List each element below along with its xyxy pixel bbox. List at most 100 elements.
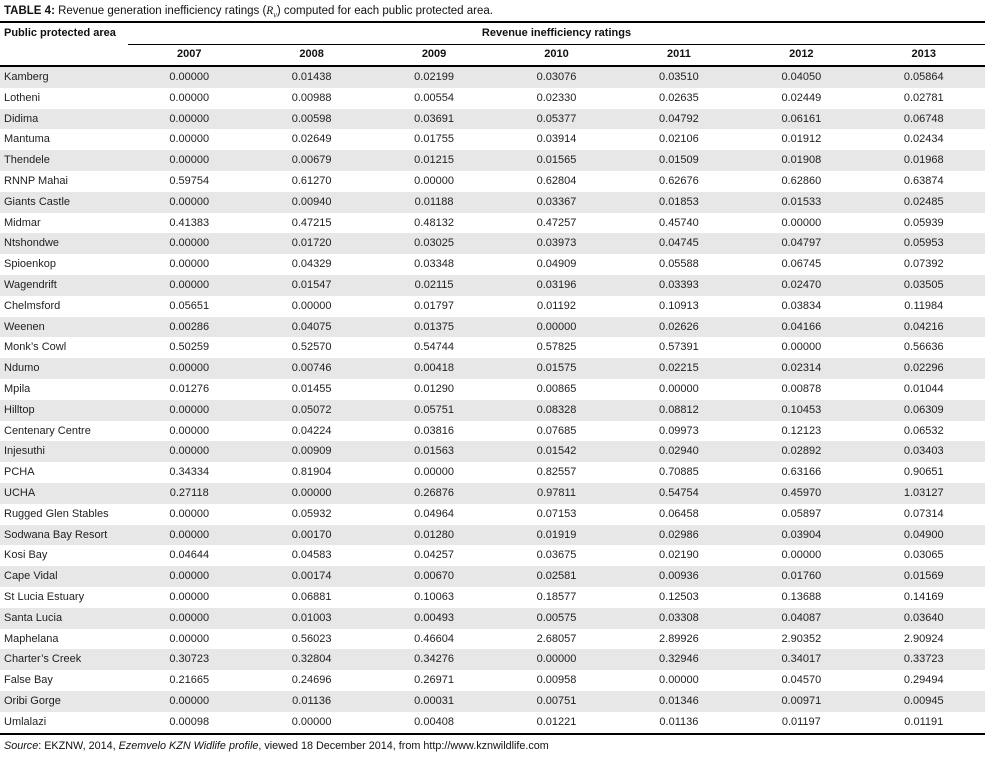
rating-value-cell: 0.05953	[903, 237, 944, 250]
rating-value-cell: 0.04745	[659, 237, 699, 250]
rating-value-cell: 0.00945	[903, 694, 944, 707]
rating-value-cell: 0.01542	[536, 445, 577, 458]
rating-value-cell: 0.01136	[292, 694, 332, 707]
year-column-header: 2009	[372, 44, 496, 67]
rating-value-cell: 0.97811	[537, 486, 576, 499]
rating-value-cell: 0.00958	[536, 674, 577, 687]
rating-value-cell: 0.05864	[903, 71, 944, 83]
rating-value-cell: 0.05651	[169, 299, 210, 312]
rating-value-cell: 0.01290	[414, 382, 454, 395]
table-caption-text-after: ) computed for each public protected are…	[276, 5, 493, 17]
rating-value-cell: 0.26971	[414, 674, 454, 687]
rating-value-cell: 0.03834	[781, 299, 822, 312]
rating-value-cell: 0.04797	[781, 237, 822, 250]
area-name-cell: RNNP Mahai	[4, 174, 68, 187]
rating-value-cell: 0.59754	[169, 174, 210, 187]
rating-value-cell: 0.24696	[291, 674, 332, 687]
rating-value-cell: 0.00679	[291, 154, 332, 167]
rating-value-cell: 0.05897	[781, 507, 822, 520]
rating-value-cell: 0.52570	[291, 341, 332, 354]
area-name-cell: Kosi Bay	[4, 549, 48, 562]
area-name-cell: Cape Vidal	[4, 570, 58, 583]
rating-value-cell: 0.04900	[903, 528, 944, 541]
rating-value-cell: 0.01438	[291, 71, 332, 83]
area-name-cell: Ndumo	[4, 362, 40, 375]
rating-value-cell: 0.18577	[536, 590, 577, 603]
rating-value-cell: 0.03403	[903, 445, 944, 458]
table-row: False Bay 0.21665 0.24696 0.26971 0.00958 0.0…	[0, 670, 985, 691]
rating-value-cell: 0.00000	[169, 590, 210, 603]
rating-value-cell: 0.04964	[414, 507, 454, 520]
rating-value-cell: 0.50259	[169, 341, 210, 354]
rating-value-cell: 0.02434	[903, 133, 944, 146]
rating-value-cell: 0.00000	[169, 195, 210, 208]
rating-value-cell: 0.56023	[291, 632, 332, 645]
table-row: Kosi Bay 0.04644 0.04583 0.04257 0.03675 0.02…	[0, 545, 985, 566]
rating-value-cell: 0.00971	[781, 694, 822, 707]
rating-value-cell: 0.02190	[659, 549, 699, 562]
rating-value-cell: 0.02215	[659, 362, 699, 375]
rating-value-cell: 0.01509	[659, 154, 699, 167]
rating-value-cell: 0.01565	[536, 154, 577, 167]
rating-value-cell: 0.00174	[291, 570, 332, 583]
rating-value-cell: 0.01797	[414, 299, 454, 312]
rating-value-cell: 2.89926	[659, 632, 699, 645]
years-header-row: 2007 2008 2009 2010 2011 2012 2013	[0, 44, 985, 67]
table-row: Hilltop 0.00000 0.05072 0.05751 0.08328 0.088…	[0, 399, 985, 421]
rating-value-cell: 0.01221	[536, 715, 577, 728]
rating-value-cell: 0.01188	[414, 195, 454, 208]
table-row: Mantuma 0.00000 0.02649 0.01755 0.03914 0.021…	[0, 129, 985, 150]
rating-value-cell: 0.08328	[536, 403, 577, 416]
rating-value-cell: 0.03196	[536, 278, 577, 291]
area-name-cell: Thendele	[4, 154, 50, 167]
rating-value-cell: 0.01533	[781, 195, 822, 208]
area-name-cell: St Lucia Estuary	[4, 590, 85, 603]
area-name-cell: Midmar	[4, 216, 41, 229]
rating-value-cell: 0.57825	[536, 341, 577, 354]
rating-value-cell: 0.05932	[291, 507, 332, 520]
rating-value-cell: 0.05751	[414, 403, 454, 416]
table-row: Wagendrift 0.00000 0.01547 0.02115 0.03196 0.…	[0, 274, 985, 296]
table-row: Spioenkop 0.00000 0.04329 0.03348 0.04909 0.0…	[0, 254, 985, 275]
rating-value-cell: 0.06161	[781, 112, 822, 125]
rating-value-cell: 0.56636	[903, 341, 944, 354]
rating-value-cell: 0.01547	[291, 278, 332, 291]
rating-value-cell: 0.00000	[169, 611, 210, 624]
rating-value-cell: 0.62860	[781, 174, 822, 187]
area-name-cell: Umlalazi	[4, 715, 47, 728]
rating-value-cell: 0.02449	[781, 91, 822, 104]
table-row: Midmar 0.41383 0.47215 0.48132 0.47257 0.4574…	[0, 213, 985, 234]
rating-value-cell: 0.02485	[903, 195, 944, 208]
rating-value-cell: 0.00170	[291, 528, 332, 541]
ratings-table: Public protected area Revenue inefficien…	[0, 21, 985, 735]
rating-value-cell: 0.07314	[903, 507, 944, 520]
rating-value-cell: 0.00000	[536, 653, 577, 666]
rating-value-cell: 0.04583	[291, 549, 332, 562]
rating-value-cell: 0.00000	[169, 112, 210, 125]
group-header-row: Public protected area Revenue inefficien…	[0, 22, 985, 67]
rv-subscript: v	[273, 10, 277, 20]
rating-value-cell: 0.02581	[536, 570, 577, 583]
area-name-cell: Oribi Gorge	[4, 694, 61, 707]
rating-value-cell: 0.03914	[536, 133, 577, 146]
rating-value-cell: 0.03510	[659, 71, 699, 83]
rating-value-cell: 0.00000	[536, 320, 577, 333]
rating-value-cell: 0.00000	[169, 445, 210, 458]
rating-value-cell: 0.00000	[169, 278, 210, 291]
rating-value-cell: 0.01136	[659, 715, 699, 728]
rating-value-cell: 0.63874	[903, 174, 944, 187]
rating-value-cell: 0.00751	[536, 694, 577, 707]
rating-value-cell: 0.00000	[781, 549, 822, 562]
rating-value-cell: 0.04329	[291, 258, 332, 271]
rating-value-cell: 0.47257	[536, 216, 577, 229]
rating-value-cell: 0.02626	[659, 320, 699, 333]
source-label: Source	[4, 739, 39, 752]
rating-value-cell: 0.03367	[536, 195, 577, 208]
rating-value-cell: 0.00000	[169, 507, 210, 520]
rating-value-cell: 0.01044	[903, 382, 944, 395]
area-name-cell: Lotheni	[4, 91, 41, 104]
area-name-cell: Spioenkop	[4, 258, 56, 271]
table-header: Public protected area Revenue inefficien…	[0, 22, 985, 67]
rating-value-cell: 0.32804	[291, 653, 332, 666]
rating-value-cell: 0.00878	[781, 382, 822, 395]
